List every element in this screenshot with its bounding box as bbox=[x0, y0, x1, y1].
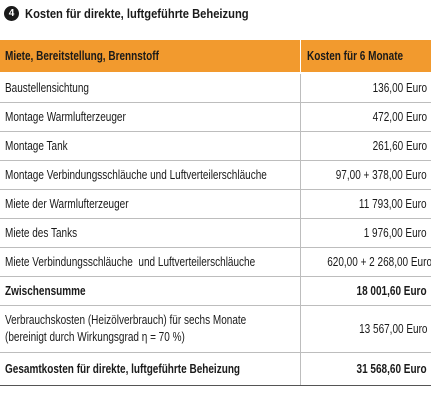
cost-value: 1 976,00 Euro bbox=[364, 225, 427, 240]
item-label: Montage Verbindungsschläuche und Luftver… bbox=[5, 167, 267, 182]
cost-value: 97,00 + 378,00 Euro bbox=[336, 167, 427, 182]
table-row: Montage Tank 261,60 Euro bbox=[0, 132, 431, 161]
title: 4 Kosten für direkte, luftgeführte Behei… bbox=[4, 4, 285, 22]
cost-value: 31 568,60 Euro bbox=[356, 361, 427, 376]
header-cell: Kosten für 6 Monate bbox=[306, 48, 403, 63]
table-row: Zwischensumme 18 001,60 Euro bbox=[0, 277, 431, 306]
item-label: Zwischensumme bbox=[5, 283, 86, 298]
table-row: Miete Verbindungsschläuche und Luftverte… bbox=[0, 248, 431, 277]
item-label: Montage Tank bbox=[5, 138, 68, 153]
table-row: Verbrauchskosten (Heizölverbrauch) für s… bbox=[0, 306, 431, 353]
cost-value: 11 793,00 Euro bbox=[359, 196, 427, 211]
cost-value: 261,60 Euro bbox=[372, 138, 427, 153]
table-row: Gesamtkosten für direkte, luftgeführte B… bbox=[0, 353, 431, 386]
title-number: 4 bbox=[4, 5, 19, 21]
item-label: Montage Warmlufterzeuger bbox=[5, 109, 126, 124]
title-text: Kosten für direkte, luftgeführte Beheizu… bbox=[25, 5, 249, 21]
item-label: Miete des Tanks bbox=[5, 225, 78, 240]
table-row: Montage Warmlufterzeuger 472,00 Euro bbox=[0, 103, 431, 132]
cost-value: 136,00 Euro bbox=[372, 80, 427, 95]
item-label: Baustellensichtung bbox=[5, 80, 89, 95]
table-row: Baustellensichtung 136,00 Euro bbox=[0, 74, 431, 103]
item-label: Miete der Warmlufterzeuger bbox=[5, 196, 129, 211]
cost-value: 18 001,60 Euro bbox=[356, 283, 427, 298]
item-label: Verbrauchskosten (Heizölverbrauch) für s… bbox=[5, 313, 247, 344]
cost-value: 13 567,00 Euro bbox=[358, 321, 427, 336]
item-label: Miete Verbindungsschläuche und Luftverte… bbox=[5, 254, 256, 269]
header-row: Miete, Bereitstellung, Brennstoff Kosten… bbox=[0, 40, 431, 72]
table-row: Miete des Tanks 1 976,00 Euro bbox=[0, 219, 431, 248]
header-cell: Miete, Bereitstellung, Brennstoff bbox=[5, 48, 159, 63]
item-label: Gesamtkosten für direkte, luftgeführte B… bbox=[5, 361, 241, 376]
cost-value: 620,00 + 2 268,00 Euro bbox=[327, 254, 431, 269]
table-row: Montage Verbindungsschläuche und Luftver… bbox=[0, 161, 431, 190]
cost-value: 472,00 Euro bbox=[372, 109, 427, 124]
table-row: Miete der Warmlufterzeuger 11 793,00 Euro bbox=[0, 190, 431, 219]
